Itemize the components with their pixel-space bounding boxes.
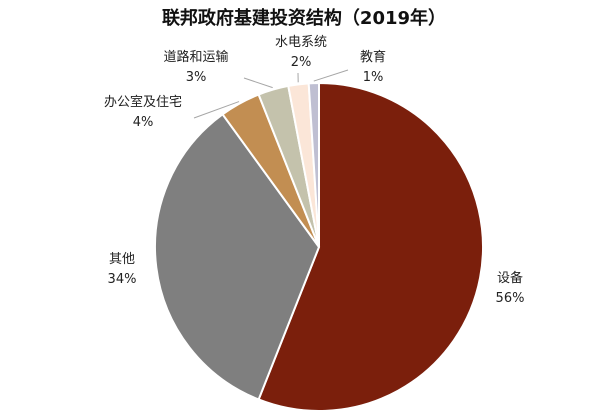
- slice-label-3: 道路和运输: [163, 49, 228, 65]
- pie-slices: [154, 81, 484, 412]
- leader-line-2: [193, 101, 240, 119]
- leader-line-5: [313, 69, 349, 82]
- slice-percent-3: 3%: [186, 70, 207, 85]
- slice-percent-4: 2%: [291, 55, 312, 70]
- slice-percent-1: 34%: [108, 272, 137, 287]
- pie-slice-0: [257, 81, 484, 412]
- slice-percent-5: 1%: [363, 70, 384, 85]
- pie-slice-1: [154, 112, 321, 401]
- slice-percent-0: 56%: [496, 291, 525, 306]
- slice-label-0: 设备: [497, 270, 523, 286]
- leader-line-3: [243, 77, 273, 89]
- slice-labels: 设备 56% 其他 34% 办公室及住宅 4% 道路和运输 3% 水电系统 2% 教育 1%: [104, 35, 524, 306]
- slice-label-4: 水电系统: [275, 35, 327, 50]
- slice-percent-2: 4%: [133, 115, 154, 130]
- chart-title: 联邦政府基建投资结构（2019年）: [161, 8, 447, 29]
- slice-label-2: 办公室及住宅: [104, 94, 182, 110]
- slice-label-5: 教育: [360, 49, 386, 65]
- pie-slice-5: [307, 81, 320, 248]
- leader-lines: [193, 69, 349, 119]
- slice-label-1: 其他: [109, 252, 135, 267]
